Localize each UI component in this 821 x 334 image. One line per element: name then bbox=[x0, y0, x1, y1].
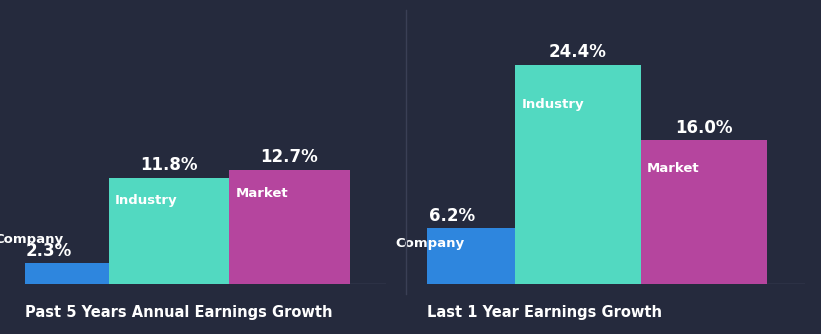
Text: 24.4%: 24.4% bbox=[549, 43, 607, 61]
Bar bbox=[229, 170, 350, 284]
Text: Company: Company bbox=[0, 233, 64, 246]
Text: Company: Company bbox=[396, 236, 465, 249]
Text: Industry: Industry bbox=[521, 98, 584, 111]
Bar bbox=[515, 65, 641, 284]
Text: 6.2%: 6.2% bbox=[429, 207, 475, 224]
Text: 16.0%: 16.0% bbox=[675, 119, 732, 137]
Text: Past 5 Years Annual Earnings Growth: Past 5 Years Annual Earnings Growth bbox=[25, 305, 333, 320]
Text: Industry: Industry bbox=[115, 194, 177, 207]
Bar bbox=[109, 178, 229, 284]
Bar bbox=[0, 263, 109, 284]
Text: 2.3%: 2.3% bbox=[25, 241, 72, 260]
Text: Market: Market bbox=[647, 162, 699, 175]
Bar bbox=[389, 228, 515, 284]
Text: Market: Market bbox=[236, 187, 288, 200]
Text: 11.8%: 11.8% bbox=[140, 156, 198, 174]
Text: Last 1 Year Earnings Growth: Last 1 Year Earnings Growth bbox=[427, 305, 662, 320]
Text: 12.7%: 12.7% bbox=[260, 148, 319, 166]
Bar bbox=[641, 140, 767, 284]
